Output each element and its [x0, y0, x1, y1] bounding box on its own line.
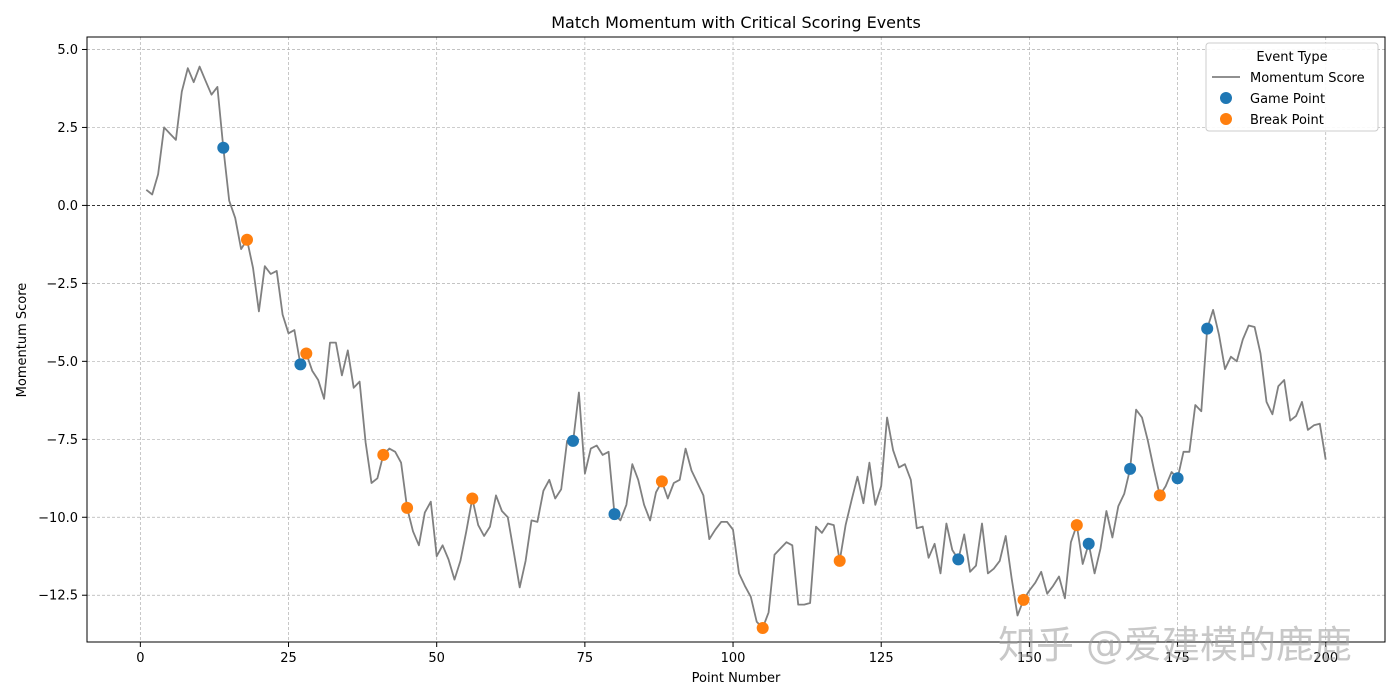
watermark-text: 知乎 @爱建模的鹿鹿 [998, 623, 1352, 667]
break-point-marker [401, 501, 414, 514]
chart-title: Match Momentum with Critical Scoring Eve… [551, 13, 921, 32]
legend-game-point-marker [1220, 92, 1232, 104]
break-point-marker [1070, 519, 1083, 532]
plot-frame [86, 36, 1386, 643]
x-tick-label: 100 [721, 651, 746, 666]
y-axis-label: Momentum Score [15, 283, 30, 398]
x-tick-label: 125 [869, 651, 894, 666]
game-point-marker [217, 141, 230, 154]
y-tick-label: −7.5 [46, 433, 78, 448]
break-point-marker [655, 475, 668, 488]
event-markers [217, 141, 1214, 634]
y-tick-label: 5.0 [57, 43, 78, 58]
break-point-marker [1017, 593, 1030, 606]
break-point-marker [466, 492, 479, 505]
y-tick-label: 2.5 [57, 121, 78, 136]
break-point-marker [833, 554, 846, 567]
x-tick-label: 25 [280, 651, 297, 666]
game-point-marker [1124, 462, 1137, 475]
y-tick-label: −5.0 [46, 355, 78, 370]
x-gridlines [139, 37, 1327, 642]
game-point-marker [1082, 537, 1095, 550]
x-axis-label: Point Number [692, 671, 781, 686]
x-tick-label: 0 [136, 651, 144, 666]
break-point-marker [377, 448, 390, 461]
game-point-marker [1201, 322, 1214, 335]
y-tick-label: −12.5 [38, 589, 78, 604]
legend-title: Event Type [1256, 50, 1327, 65]
y-tick-label: −2.5 [46, 277, 78, 292]
x-tick-label: 50 [428, 651, 445, 666]
break-point-marker [756, 622, 769, 634]
game-point-marker [294, 358, 307, 371]
game-point-marker [608, 508, 621, 521]
x-tick-label: 150 [1017, 651, 1042, 666]
game-point-marker [567, 434, 579, 447]
break-point-marker [300, 347, 313, 360]
legend-entry-momentum: Momentum Score [1250, 71, 1365, 86]
y-axis-ticks: 5.0 2.5 0.0 −2.5 −5.0 −7.5 −10.0 −12.5 [38, 43, 87, 604]
x-tick-label: 200 [1313, 651, 1338, 666]
legend: Event Type Momentum Score Game Point Bre… [1205, 42, 1379, 132]
legend-entry-break-point: Break Point [1250, 113, 1324, 128]
break-point-marker [241, 233, 253, 246]
legend-entry-game-point: Game Point [1250, 92, 1325, 107]
legend-break-point-marker [1220, 113, 1232, 125]
x-axis-ticks: 0 25 50 75 100 125 150 175 200 [136, 642, 1338, 666]
legend-box [1205, 42, 1379, 132]
game-point-marker [952, 553, 965, 566]
y-tick-label: −10.0 [38, 511, 78, 526]
x-tick-label: 175 [1165, 651, 1190, 666]
game-point-marker [1171, 472, 1184, 485]
break-point-marker [1153, 489, 1166, 502]
y-tick-label: 0.0 [57, 199, 78, 214]
x-tick-label: 75 [577, 651, 594, 666]
